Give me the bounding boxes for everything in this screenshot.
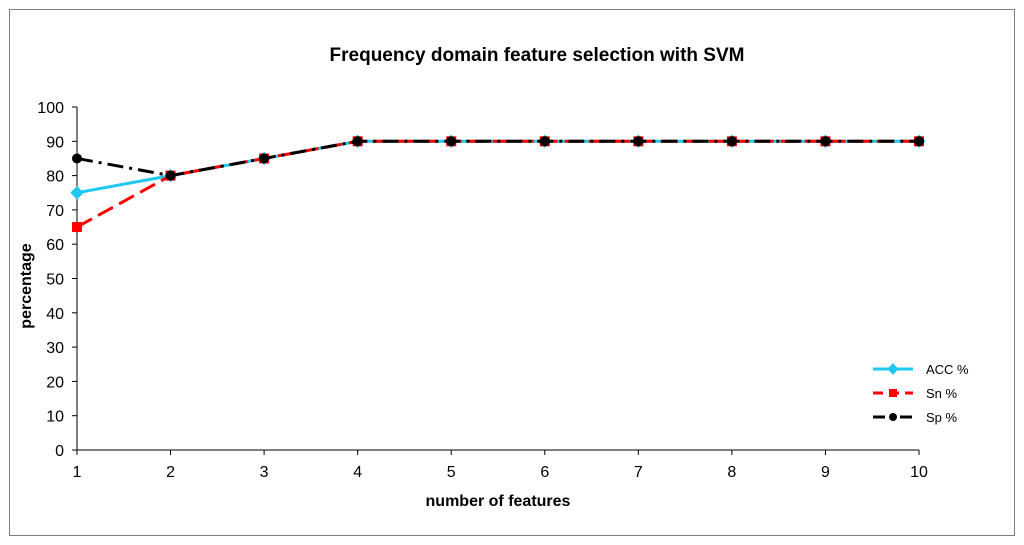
series-layer xyxy=(70,134,926,233)
x-tick-label: 5 xyxy=(447,464,456,481)
data-point-sn xyxy=(72,222,82,233)
legend-marker-acc xyxy=(887,363,899,375)
series-acc xyxy=(70,134,926,200)
legend-label-sn: Sn % xyxy=(926,386,958,401)
x-tick-label: 2 xyxy=(166,464,175,481)
y-tick-label: 100 xyxy=(37,100,64,117)
y-tick-label: 90 xyxy=(46,134,64,151)
x-axis-label: number of features xyxy=(426,493,571,510)
series-sp xyxy=(72,136,924,181)
chart-title: Frequency domain feature selection with … xyxy=(330,45,745,66)
legend-label-acc: ACC % xyxy=(926,362,969,377)
series-line-acc xyxy=(76,139,919,195)
x-tick-label: 1 xyxy=(73,464,82,481)
x-tick-label: 6 xyxy=(540,464,549,481)
y-tick-label: 40 xyxy=(46,306,64,323)
legend-marker-sn xyxy=(889,389,897,397)
y-tick-label: 0 xyxy=(55,443,64,460)
y-tick-label: 60 xyxy=(46,237,64,254)
axes: 0 10 20 30 40 50 60 70 80 90 100 1 2 3 4 5 6 7 8 9 10 xyxy=(37,100,928,481)
series-line-sp xyxy=(76,139,919,178)
legend-marker-sp xyxy=(889,413,897,421)
y-tick-label: 10 xyxy=(46,409,64,426)
series-line-sn xyxy=(76,139,919,229)
x-tick-label: 10 xyxy=(910,464,928,481)
x-tick-label: 8 xyxy=(727,464,736,481)
data-point-sp xyxy=(259,153,270,164)
data-point-acc xyxy=(70,186,84,200)
data-point-sp xyxy=(165,170,176,181)
data-point-sp xyxy=(539,136,550,147)
y-tick-label: 70 xyxy=(46,203,64,220)
y-tick-label: 30 xyxy=(46,340,64,357)
y-tick-label: 20 xyxy=(46,374,64,391)
x-tick-label: 7 xyxy=(634,464,643,481)
x-tick-label: 4 xyxy=(353,464,362,481)
data-point-sp xyxy=(446,136,457,147)
data-point-sp xyxy=(352,136,363,147)
data-point-sp xyxy=(820,136,831,147)
y-axis-label: percentage xyxy=(18,243,35,328)
data-point-sp xyxy=(914,136,924,147)
data-point-sp xyxy=(72,153,82,164)
series-sn xyxy=(72,136,924,233)
x-tick-label: 3 xyxy=(260,464,269,481)
data-point-sp xyxy=(633,136,644,147)
y-tick-label: 50 xyxy=(46,272,64,289)
y-tick-label: 80 xyxy=(46,169,64,186)
chart-frame xyxy=(9,9,1015,536)
data-point-sp xyxy=(726,136,737,147)
legend: ACC % Sn % Sp % xyxy=(873,362,969,425)
x-tick-label: 9 xyxy=(821,464,830,481)
legend-label-sp: Sp % xyxy=(926,410,958,425)
